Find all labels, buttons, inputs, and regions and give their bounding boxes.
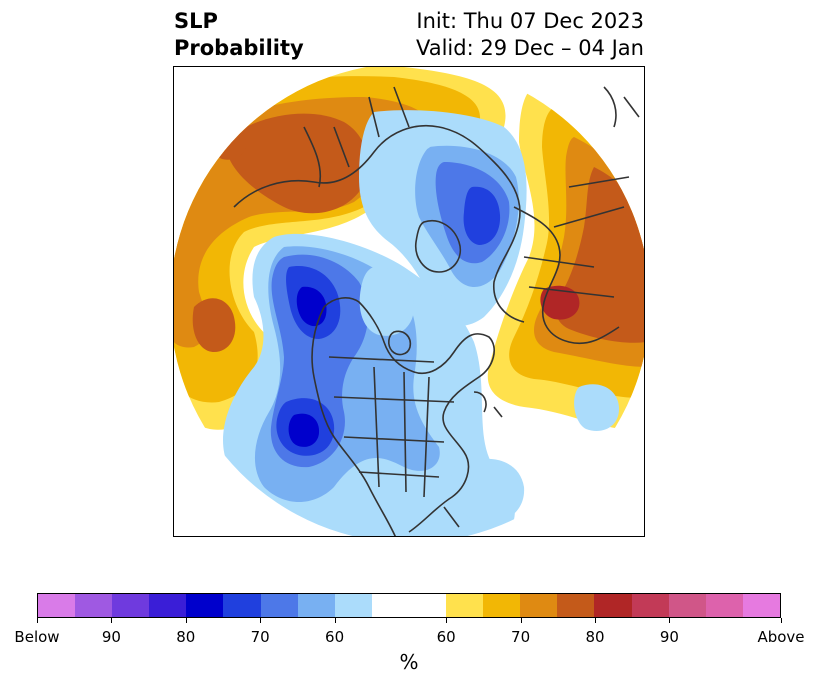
colorbar-tick-mark [37, 618, 38, 623]
colorbar-tick-mark [595, 618, 596, 623]
colorbar-tick-mark [260, 618, 262, 623]
colorbar-segment [149, 594, 187, 617]
colorbar-segment [594, 594, 632, 617]
colorbar-segment [186, 594, 224, 617]
colorbar-segment [371, 594, 447, 617]
colorbar-tick-label: 70 [250, 628, 270, 646]
title-product: Probability [174, 36, 304, 60]
title-right: Init: Thu 07 Dec 2023 Valid: 29 Dec – 04… [416, 8, 644, 62]
colorbar-segment [668, 594, 706, 617]
coastline-segment [388, 330, 412, 356]
colorbar-tick-label: 80 [176, 628, 196, 646]
colorbar-tick-mark [520, 618, 522, 623]
map-panel [173, 66, 645, 537]
colorbar-tick-mark [446, 618, 448, 623]
coastline-segment [328, 356, 455, 478]
coastline-segment [373, 366, 430, 498]
title-left: SLP Probability [174, 8, 304, 62]
probability-region [192, 298, 236, 352]
colorbar-segment [75, 594, 113, 617]
colorbar-segment [520, 594, 558, 617]
probability-map [174, 67, 644, 536]
colorbar-tick-label: 90 [659, 628, 679, 646]
coastline-segment [311, 306, 396, 536]
colorbar-segment [38, 594, 76, 617]
colorbar-tick-label: 60 [436, 628, 456, 646]
colorbar-segment [297, 594, 335, 617]
colorbar-segment [112, 594, 150, 617]
title-variable: SLP [174, 9, 218, 33]
coastline-segment [323, 297, 495, 533]
coastline-segment [233, 125, 525, 323]
shaded-probability-field [174, 67, 644, 536]
title-init: Init: Thu 07 Dec 2023 [416, 9, 644, 33]
colorbar-tick-label: 90 [101, 628, 121, 646]
coastline-segment [523, 176, 630, 298]
colorbar-segment [742, 594, 780, 617]
colorbar-tick-label: Below [14, 628, 60, 646]
colorbar-segment [483, 594, 521, 617]
colorbar-tick-mark [669, 618, 671, 623]
coastline-segment [414, 220, 461, 273]
probability-region [540, 285, 580, 320]
coastline-segment [303, 86, 410, 188]
title-valid: Valid: 29 Dec – 04 Jan [415, 36, 644, 60]
colorbar-segment [557, 594, 595, 617]
probability-region [408, 126, 434, 151]
probability-region [450, 458, 525, 523]
colorbar-segment [223, 594, 261, 617]
colorbar-tick-mark [185, 618, 187, 623]
colorbar-tick-mark [781, 618, 782, 623]
colorbar-tick-label: 70 [511, 628, 531, 646]
probability-region [288, 413, 320, 447]
coastlines [233, 86, 640, 536]
colorbar-tick-mark [111, 618, 113, 623]
colorbar-tick-label: 80 [585, 628, 605, 646]
colorbar-tick-label: Above [757, 628, 805, 646]
colorbar-unit-label: % [399, 650, 419, 674]
colorbar-tick-mark [334, 618, 336, 623]
coastline-segment [443, 391, 503, 528]
coastline-segment [603, 86, 640, 128]
colorbar-segment [334, 594, 372, 617]
probability-region [463, 186, 501, 245]
colorbar-segment [705, 594, 743, 617]
probability-region [574, 384, 619, 431]
colorbar-segment [446, 594, 484, 617]
colorbar-segment [631, 594, 669, 617]
coastline-segment [513, 206, 620, 345]
colorbar-segment [260, 594, 298, 617]
colorbar [37, 593, 781, 618]
colorbar-tick-label: 60 [325, 628, 345, 646]
